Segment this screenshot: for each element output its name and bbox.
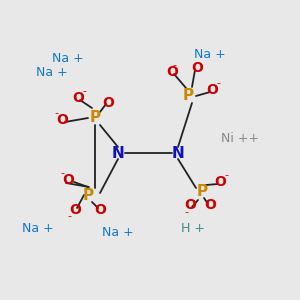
Text: P: P — [182, 88, 194, 103]
Text: -: - — [60, 168, 64, 178]
Text: O: O — [56, 113, 68, 127]
Text: P: P — [82, 188, 94, 202]
Text: -: - — [224, 170, 228, 180]
Text: O: O — [184, 198, 196, 212]
Text: Na +: Na + — [194, 49, 226, 62]
Text: Na +: Na + — [102, 226, 134, 239]
Text: N: N — [112, 146, 124, 160]
Text: O: O — [102, 96, 114, 110]
Text: Na +: Na + — [22, 221, 54, 235]
Text: O: O — [69, 203, 81, 217]
Text: Na +: Na + — [36, 67, 68, 80]
Text: -: - — [184, 207, 188, 217]
Text: O: O — [206, 83, 218, 97]
Text: -: - — [82, 86, 86, 96]
Text: O: O — [191, 61, 203, 75]
Text: O: O — [72, 91, 84, 105]
Text: H +: H + — [181, 221, 205, 235]
Text: O: O — [62, 173, 74, 187]
Text: O: O — [204, 198, 216, 212]
Text: O: O — [214, 175, 226, 189]
Text: P: P — [196, 184, 208, 200]
Text: -: - — [54, 108, 58, 118]
Text: O: O — [94, 203, 106, 217]
Text: Na +: Na + — [52, 52, 84, 64]
Text: P: P — [89, 110, 100, 125]
Text: -: - — [216, 78, 220, 88]
Text: Ni ++: Ni ++ — [221, 131, 259, 145]
Text: -: - — [172, 60, 176, 70]
Text: N: N — [172, 146, 184, 160]
Text: -: - — [67, 211, 71, 221]
Text: O: O — [166, 65, 178, 79]
